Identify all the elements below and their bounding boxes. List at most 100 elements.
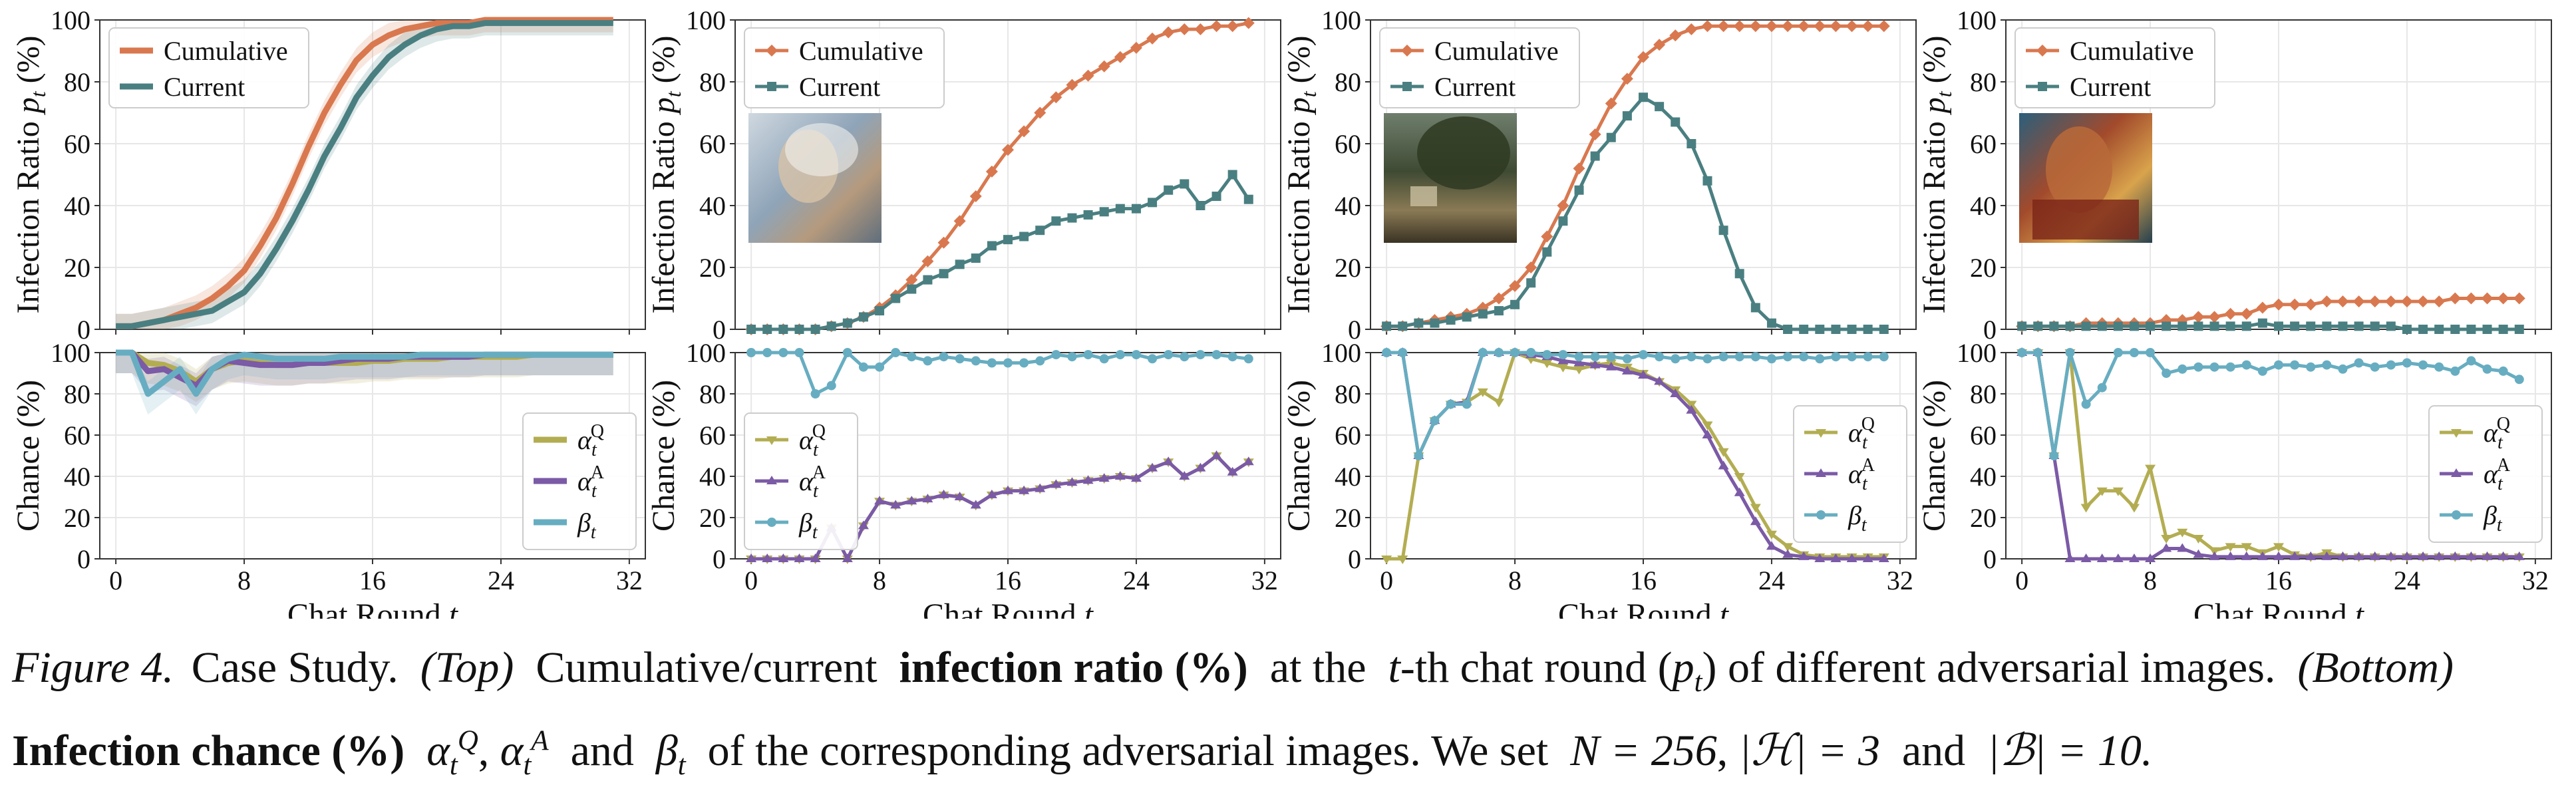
data-point: [1148, 198, 1158, 208]
data-point: [2225, 543, 2236, 552]
legend-label: αtQ: [1848, 414, 1875, 453]
data-point: [1734, 473, 1745, 482]
data-point: [1227, 170, 1237, 180]
caption-t-var: t: [1388, 643, 1400, 692]
data-point: [1067, 352, 1077, 362]
data-point: [2241, 360, 2251, 370]
legend-box: [522, 412, 637, 550]
caption-top-text-4: ) of different adversarial images.: [1702, 643, 2276, 692]
y-tick-label: 20: [1335, 253, 1361, 283]
data-point: [891, 348, 901, 357]
data-point: [1003, 235, 1013, 245]
y-tick-label: 80: [64, 379, 90, 409]
data-point: [1702, 176, 1712, 186]
y-axis-label: Infection Ratio pt (%): [646, 35, 685, 313]
y-tick-label: 100: [51, 5, 90, 35]
data-point: [1243, 354, 1253, 364]
x-axis-label: Chat Round t: [923, 597, 1094, 619]
data-point: [2498, 366, 2508, 376]
data-point: [2306, 362, 2316, 372]
x-tick-label: 8: [238, 565, 251, 595]
y-tick-label: 60: [699, 420, 726, 450]
data-point: [1067, 213, 1077, 223]
caption-top-text-2: at the: [1269, 643, 1367, 692]
data-point: [1510, 299, 1520, 309]
data-point: [1180, 352, 1190, 362]
data-point: [2274, 321, 2283, 331]
data-point: [2146, 348, 2156, 357]
y-tick-label: 80: [1970, 379, 1997, 409]
caption-bottom-bold: Infection chance (%): [12, 726, 405, 776]
panel-bottom-3: 0 20 40 60 80 100 0 8 16 24 32 Chance (%) Chat Round…: [1281, 338, 1917, 619]
data-point: [2354, 321, 2364, 331]
data-point: [1863, 352, 1873, 362]
legend-box: [1793, 405, 1907, 543]
data-point: [2417, 295, 2430, 308]
y-tick-label: 0: [713, 544, 726, 574]
legend-marker: [1816, 429, 1826, 438]
data-point: [2146, 321, 2156, 331]
building-shape: [1410, 186, 1437, 206]
data-point: [2481, 292, 2494, 305]
data-point: [842, 318, 852, 328]
data-point: [762, 348, 772, 357]
data-point: [1765, 20, 1778, 33]
legend: Cumulative Current: [1379, 27, 1580, 108]
caption-line-2: Infection chance (%) αtQ, αtA and βt of …: [12, 725, 2153, 782]
caption-alpha-a: αtA: [500, 725, 549, 782]
y-tick-label: 40: [1335, 191, 1361, 221]
data-point: [1605, 97, 1617, 110]
data-point: [2418, 325, 2428, 334]
legend-marker: [766, 436, 777, 445]
data-point: [1702, 430, 1713, 438]
data-point: [1002, 144, 1014, 156]
data-point: [2177, 543, 2188, 552]
thumbnail-image: [2019, 113, 2152, 243]
data-point: [1798, 20, 1810, 33]
x-tick-label: 32: [2522, 565, 2549, 595]
series-line: [751, 351, 1249, 396]
data-point: [1194, 23, 1207, 35]
data-point: [1147, 462, 1158, 472]
data-point: [1734, 352, 1744, 362]
y-tick-label: 40: [1970, 191, 1997, 221]
data-point: [2209, 551, 2220, 560]
y-tick-label: 20: [1970, 503, 1997, 533]
data-point: [1557, 355, 1569, 365]
data-point: [953, 215, 966, 228]
y-tick-label: 20: [1335, 503, 1361, 533]
y-axis-label: Chance (%): [1281, 380, 1317, 532]
data-point: [1414, 318, 1424, 328]
data-point: [1019, 358, 1029, 368]
data-point: [1051, 350, 1061, 360]
legend: Cumulative Current: [744, 27, 945, 108]
confidence-band: [116, 353, 613, 414]
y-tick-label: 100: [51, 338, 90, 368]
data-point: [2097, 321, 2107, 331]
legend-label: αtA: [2484, 455, 2511, 494]
data-point: [2466, 551, 2477, 560]
data-point: [1846, 554, 1857, 562]
x-axis-label: Chat Round t: [2193, 597, 2365, 619]
data-point: [1510, 348, 1520, 357]
data-point: [2273, 298, 2285, 311]
caption-n-eq: N = 256: [1570, 726, 1717, 776]
caption-p-sub: t: [1694, 667, 1702, 699]
data-point: [1877, 20, 1890, 33]
data-point: [2080, 504, 2092, 513]
data-point: [2033, 348, 2043, 357]
x-tick-label: 0: [744, 565, 758, 595]
caption-b-eq: |ℬ| = 10.: [1987, 726, 2153, 776]
data-point: [2257, 318, 2267, 328]
data-point: [2193, 362, 2203, 372]
data-point: [1509, 279, 1522, 292]
data-point: [1226, 20, 1239, 33]
data-point: [1606, 352, 1616, 362]
caption-line-1: Figure 4. Case Study. (Top) Cumulative/c…: [12, 639, 2560, 712]
data-point: [2274, 360, 2283, 370]
legend-box: [2014, 27, 2215, 108]
